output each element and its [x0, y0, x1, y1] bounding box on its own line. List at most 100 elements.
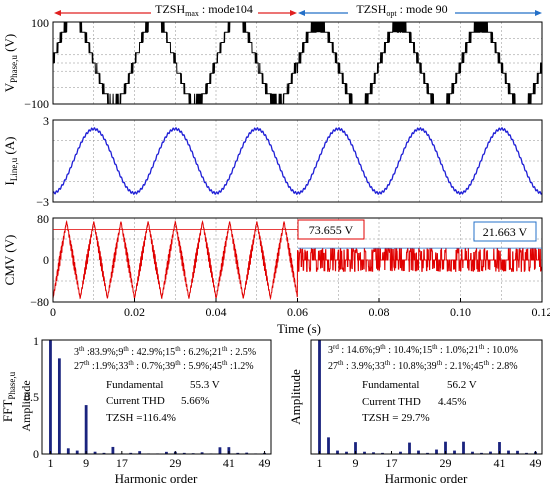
fft-mode104-ytick-top: 1 — [33, 334, 39, 348]
harmonic-bar — [462, 441, 465, 454]
harmonic-bar — [480, 452, 483, 454]
fft-mode104-harmonics-line1: 3th :83.9%;9th : 42.9%;15th : 6.2%;21th … — [74, 345, 256, 358]
harmonic-bar — [372, 452, 375, 454]
harmonic-bar — [318, 340, 321, 454]
fft-mode104-ytick-bottom: 0 — [33, 447, 39, 461]
tzsh-opt-label: TZSHopt : mode 90 — [356, 2, 447, 18]
harmonic-bar — [84, 405, 88, 454]
tzsh-max-arrowhead-right — [290, 10, 297, 16]
harmonic-tick-label: 9 — [353, 456, 359, 470]
harmonic-bar — [489, 451, 492, 454]
cmv-ytick-bottom: −80 — [30, 295, 49, 309]
time-axis-tick-label: 0.02 — [124, 305, 145, 319]
harmonic-tick-label: 17 — [386, 456, 398, 470]
fft-mode104-fundamental-label: Fundamental — [106, 379, 163, 391]
line-current-panel: 3 −3 ILine,u (A) — [2, 114, 543, 209]
tzsh-max-annotation: TZSHmax : mode104 — [54, 2, 297, 18]
harmonic-bar — [345, 451, 348, 454]
harmonic-bar — [75, 450, 79, 454]
time-axis-tick-label: 0.08 — [369, 305, 390, 319]
tzsh-max-label: TZSHmax : mode104 — [155, 2, 253, 18]
harmonic-bar — [66, 448, 70, 454]
fft-mode104-xticks: 1 9 17 29 41 49 — [47, 451, 271, 470]
fft-mode90-harmonics-line2: 27th : 3.9%;33th : 10.8%;39th : 2.1%;45t… — [328, 359, 518, 372]
harmonic-bar — [363, 451, 366, 454]
harmonic-bar — [236, 452, 240, 454]
fft-mode90-fundamental-value: 56.2 V — [447, 379, 477, 391]
line-current-plot-frame — [52, 119, 543, 203]
fft-mode90-xlabel: Harmonic order — [385, 471, 468, 486]
time-axis-tick-label: 0.10 — [450, 305, 471, 319]
harmonic-bar — [200, 452, 204, 454]
cmv-ylabel: CMV (V) — [2, 235, 17, 286]
harmonic-bar — [507, 450, 510, 454]
harmonic-bar — [49, 340, 52, 454]
harmonic-tick-label: 9 — [83, 456, 89, 470]
line-current-waveform — [52, 127, 543, 195]
fft-mode90-harmonics-line1: 3rd : 14.6%;9th : 10.4%;15th : 1.0%;21th… — [328, 343, 518, 356]
harmonic-bar — [218, 447, 222, 454]
fft-mode104-ytick-middle: 0.5 — [24, 390, 39, 404]
time-axis-tick-label: 0.12 — [532, 305, 550, 319]
line-current-ytick-top: 3 — [43, 114, 49, 128]
harmonic-bar — [57, 358, 61, 454]
phase-voltage-ytick-bottom: −100 — [24, 97, 49, 111]
fft-mode104-panel: 1 0.5 0 FFTPhase,u Amplitude 1 9 17 29 41 49 … — [0, 334, 272, 486]
harmonic-bar — [327, 437, 330, 454]
harmonic-tick-label: 41 — [223, 456, 235, 470]
harmonic-bar — [111, 446, 115, 454]
harmonic-bar — [408, 442, 411, 454]
fft-mode90-thd-label: Current THD — [362, 396, 421, 408]
harmonic-bar — [426, 452, 429, 454]
fft-mode104-xlabel: Harmonic order — [115, 471, 198, 486]
fft-mode104-thd-value: 5.66% — [181, 395, 209, 407]
harmonic-tick-label: 41 — [494, 456, 506, 470]
harmonic-bar — [525, 452, 528, 454]
harmonic-tick-label: 1 — [317, 456, 323, 470]
cmv-peak-box-mode90-text: 21.663 V — [483, 225, 528, 239]
cmv-peak-box-mode104 — [297, 219, 365, 240]
harmonic-bar — [381, 452, 384, 454]
fft-mode104-thd-label: Current THD — [106, 395, 165, 407]
phase-voltage-waveform — [53, 21, 543, 105]
cmv-peak-box-mode90 — [473, 221, 537, 242]
cmv-peak-box-mode104-text: 73.655 V — [309, 223, 354, 237]
phase-voltage-panel: 100 −100 VPhase,u (V) TZSHmax : mode104 … — [2, 2, 543, 111]
harmonic-tick-label: 29 — [440, 456, 452, 470]
time-axis-label: Time (s) — [277, 321, 321, 336]
time-axis-tick-label: 0.04 — [206, 305, 227, 319]
tzsh-max-arrowhead-left — [54, 10, 61, 16]
line-current-ylabel: ILine,u (A) — [2, 137, 19, 186]
harmonic-bar — [417, 450, 420, 454]
fft-mode90-thd-value: 4.45% — [438, 396, 466, 408]
cmv-ytick-top: 80 — [37, 212, 49, 226]
cmv-ytick-middle: 0 — [43, 253, 49, 267]
cmv-panel: 80 0 −80 CMV (V) 73.655 V 21.663 V 0 0.02… — [2, 212, 550, 336]
fft-mode104-tzsh: TZSH =116.4% — [106, 412, 176, 424]
line-current-grid — [53, 120, 542, 202]
harmonic-bar — [354, 442, 357, 454]
fft-mode90-ylabel: Amplitude — [288, 369, 303, 425]
harmonic-bar — [336, 450, 339, 454]
harmonic-bar — [444, 441, 447, 454]
fft-mode90-bars — [318, 340, 537, 454]
harmonic-bar — [227, 447, 231, 454]
harmonic-bar — [165, 451, 168, 454]
fft-mode104-harmonics-line2: 27th :1.9%;33th : 0.7%;39th : 5.9%;45th … — [74, 359, 254, 372]
harmonic-bar — [138, 451, 142, 454]
harmonic-bar — [399, 451, 402, 454]
harmonic-tick-label: 17 — [116, 456, 128, 470]
fft-mode90-fundamental-label: Fundamental — [362, 379, 419, 391]
fft-mode90-tzsh: TZSH = 29.7% — [362, 412, 430, 424]
time-axis-tick-label: 0 — [50, 305, 56, 319]
harmonic-bar — [453, 450, 456, 454]
tzsh-opt-arrowhead-left — [298, 10, 305, 16]
harmonic-bar — [129, 452, 133, 454]
phase-voltage-ytick-top: 100 — [31, 16, 49, 30]
harmonic-tick-label: 49 — [530, 456, 542, 470]
tzsh-opt-arrowhead-right — [535, 10, 542, 16]
phase-voltage-plot-frame — [52, 21, 543, 105]
fft-mode90-xticks: 1 9 17 29 41 49 — [317, 451, 542, 470]
fft-mode104-amplitude-label: Amplitude — [19, 380, 33, 431]
